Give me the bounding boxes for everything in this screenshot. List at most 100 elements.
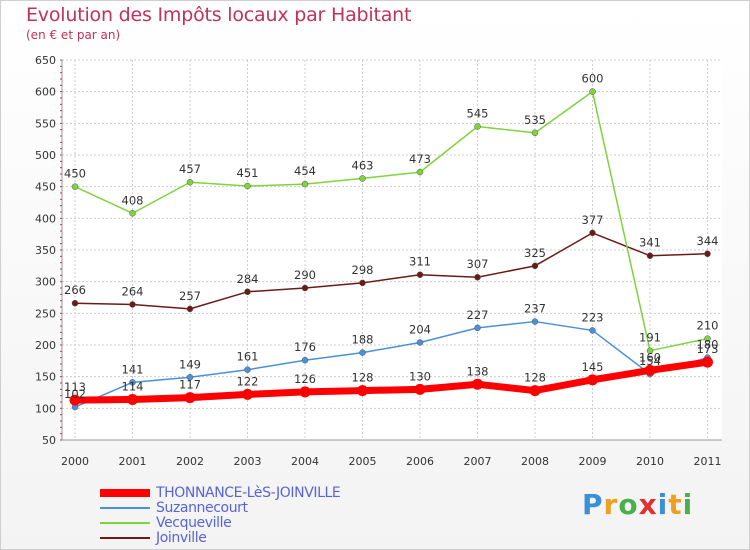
y-tick-label: 650 <box>35 54 56 67</box>
y-tick-label: 400 <box>35 212 56 225</box>
data-label: 408 <box>122 193 144 207</box>
data-label: 128 <box>524 371 546 385</box>
data-point <box>129 301 136 308</box>
data-label: 149 <box>179 357 201 371</box>
x-tick-label: 2004 <box>291 455 319 468</box>
data-point <box>301 356 309 364</box>
legend-label: Suzannecourt <box>156 499 248 516</box>
data-point <box>414 383 426 395</box>
data-point <box>531 318 539 325</box>
data-point <box>589 88 596 95</box>
y-tick-label: 550 <box>35 117 56 130</box>
data-point <box>416 339 424 346</box>
data-label: 298 <box>352 263 374 277</box>
data-label: 473 <box>409 152 431 166</box>
data-label: 141 <box>122 362 144 376</box>
data-label: 227 <box>467 308 489 322</box>
data-label: 161 <box>237 350 259 364</box>
data-point <box>359 349 366 356</box>
data-label: 463 <box>352 158 374 172</box>
data-label: 114 <box>122 379 144 393</box>
data-label: 122 <box>237 374 259 388</box>
data-point <box>531 129 539 137</box>
data-point <box>474 123 481 130</box>
data-label: 545 <box>467 107 489 121</box>
data-point <box>472 378 483 390</box>
data-label: 130 <box>409 369 431 383</box>
data-label: 117 <box>179 378 201 392</box>
series-line <box>71 358 711 404</box>
data-label: 600 <box>582 72 604 86</box>
data-label: 160 <box>639 350 661 364</box>
x-tick-label: 2000 <box>61 455 89 468</box>
data-label: 344 <box>697 234 719 248</box>
data-point <box>69 394 81 406</box>
data-point <box>186 305 194 313</box>
data-point <box>416 271 424 278</box>
data-label: 126 <box>294 372 316 386</box>
chart-subtitle: (en € et par an) <box>26 28 121 42</box>
data-point <box>127 393 138 405</box>
legend-label: THONNANCE-LèS-JOINVILLE <box>156 484 341 501</box>
y-tick-label: 500 <box>35 149 56 162</box>
data-point <box>416 168 424 176</box>
legend-item: Joinville <box>100 530 340 546</box>
legend-label: Vecqueville <box>156 514 232 531</box>
series-line <box>74 320 709 408</box>
x-tick-label: 2005 <box>349 455 377 468</box>
x-tick-label: 2011 <box>694 455 722 468</box>
data-label: 290 <box>294 268 316 282</box>
y-tick-label: 350 <box>35 244 56 257</box>
data-point <box>702 356 713 368</box>
data-label: 176 <box>294 340 316 354</box>
legend-item: Suzannecourt <box>100 499 340 516</box>
data-point <box>186 178 194 186</box>
data-point <box>589 229 596 237</box>
data-label: 204 <box>409 322 431 336</box>
data-point <box>184 392 196 404</box>
data-label: 451 <box>237 166 259 180</box>
data-label: 102 <box>64 387 86 401</box>
legend-swatch <box>100 506 150 509</box>
data-point <box>301 284 309 292</box>
data-point <box>299 386 311 398</box>
y-tick-label: 100 <box>35 402 56 415</box>
y-tick-label: 200 <box>35 339 56 352</box>
x-tick-label: 2009 <box>579 455 607 468</box>
data-label: 154 <box>639 354 661 368</box>
x-tick-label: 2006 <box>406 455 434 468</box>
proxiti-logo: Proxiti <box>582 488 694 521</box>
legend-swatch <box>100 521 150 524</box>
x-tick-label: 2003 <box>234 455 262 468</box>
data-point <box>589 327 596 334</box>
data-label: 145 <box>582 360 604 374</box>
y-tick-label: 250 <box>35 307 56 320</box>
data-point <box>357 385 368 397</box>
data-point <box>704 335 711 342</box>
data-point <box>242 388 253 400</box>
data-label: 264 <box>122 284 144 298</box>
data-label: 180 <box>697 338 719 352</box>
data-point <box>301 180 309 188</box>
legend-item: Vecqueville <box>100 514 340 531</box>
x-tick-label: 2001 <box>119 455 147 468</box>
data-point <box>129 210 136 217</box>
data-point <box>529 385 541 397</box>
y-tick-label: 300 <box>35 276 56 289</box>
data-label: 191 <box>639 331 661 345</box>
legend-swatch <box>100 488 150 497</box>
data-label: 266 <box>64 283 86 297</box>
data-label: 223 <box>582 310 604 324</box>
chart-title: Evolution des Impôts locaux par Habitant <box>26 4 412 26</box>
data-point <box>244 366 251 373</box>
legend: THONNANCE-LèS-JOINVILLE Suzannecourt Vec… <box>100 484 341 546</box>
data-label: 450 <box>64 167 86 181</box>
data-label: 311 <box>409 255 431 269</box>
x-tick-label: 2007 <box>464 455 492 468</box>
data-point <box>587 374 598 386</box>
y-tick-label: 600 <box>35 86 56 99</box>
legend-swatch <box>100 536 150 539</box>
data-point <box>244 182 251 190</box>
data-point <box>704 250 711 258</box>
data-point <box>474 273 481 281</box>
